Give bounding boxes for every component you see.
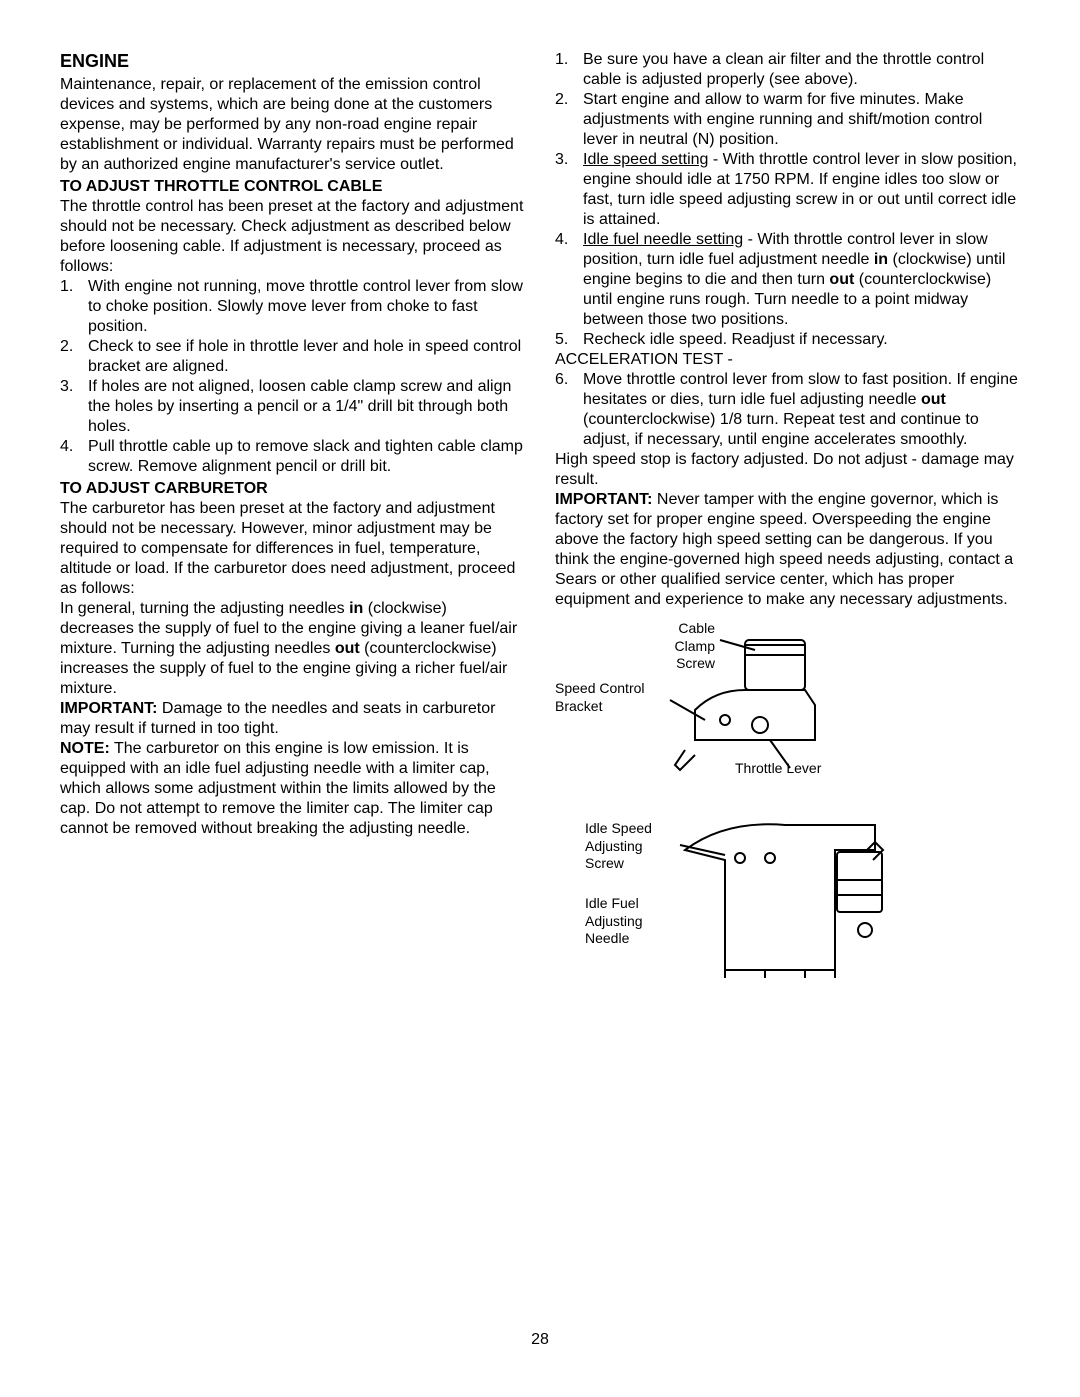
list-item: 4. Idle fuel needle setting - With throt…	[555, 230, 1020, 330]
text-fragment: Never tamper with the engine governor, w…	[555, 491, 1013, 608]
list-item: 5. Recheck idle speed. Readjust if necess…	[555, 330, 1020, 350]
list-item: 3. If holes are not aligned, loosen cable…	[60, 377, 525, 437]
p-highspeed: High speed stop is factory adjusted. Do …	[555, 450, 1020, 490]
list-item: 2. Check to see if hole in throttle lever…	[60, 337, 525, 377]
label-idle-speed-screw: Idle Speed Adjusting Screw	[585, 820, 675, 873]
carb-steps-list: 1. Be sure you have a clean air filter an…	[555, 50, 1020, 350]
bold-in: in	[874, 251, 888, 268]
list-item: 6. Move throttle control lever from slow…	[555, 370, 1020, 450]
underline-text: Idle fuel needle setting	[583, 231, 743, 248]
note-label: NOTE:	[60, 740, 110, 757]
important-label: IMPORTANT:	[555, 491, 652, 508]
bold-out: out	[829, 271, 854, 288]
list-number: 2.	[555, 90, 568, 110]
list-number: 2.	[60, 337, 73, 357]
list-text: Idle fuel needle setting - With throttle…	[583, 231, 1005, 328]
list-item: 4. Pull throttle cable up to remove slack…	[60, 437, 525, 477]
throttle-assembly-icon	[615, 620, 915, 800]
list-number: 1.	[555, 50, 568, 70]
p-throttle-intro: The throttle control has been preset at …	[60, 197, 525, 277]
list-number: 3.	[555, 150, 568, 170]
list-text: Pull throttle cable up to remove slack a…	[88, 438, 523, 475]
list-item: 3. Idle speed setting - With throttle co…	[555, 150, 1020, 230]
list-item: 1. With engine not running, move throttle…	[60, 277, 525, 337]
list-number: 4.	[555, 230, 568, 250]
p-note: NOTE: The carburetor on this engine is l…	[60, 739, 525, 839]
text-fragment: Move throttle control lever from slow to…	[583, 371, 1018, 408]
diagram-carburetor: Idle Speed Adjusting Screw Idle Fuel Adj…	[555, 810, 1020, 980]
important-label: IMPORTANT:	[60, 700, 157, 717]
list-number: 5.	[555, 330, 568, 350]
list-item: 1. Be sure you have a clean air filter an…	[555, 50, 1020, 90]
list-number: 3.	[60, 377, 73, 397]
list-text: Start engine and allow to warm for five …	[583, 91, 982, 148]
heading-engine: ENGINE	[60, 50, 525, 73]
p-engine-intro: Maintenance, repair, or replacement of t…	[60, 75, 525, 175]
heading-throttle: TO ADJUST THROTTLE CONTROL CABLE	[60, 177, 525, 197]
diagram-throttle-assembly: Cable Clamp Screw Speed Control Bracket …	[555, 620, 1020, 800]
accel-test-heading: ACCELERATION TEST -	[555, 350, 1020, 370]
list-text: Recheck idle speed. Readjust if necessar…	[583, 331, 888, 348]
accel-steps-list: 6. Move throttle control lever from slow…	[555, 370, 1020, 450]
list-text: Check to see if hole in throttle lever a…	[88, 338, 521, 375]
list-text: Idle speed setting - With throttle contr…	[583, 151, 1017, 228]
label-idle-fuel-needle: Idle Fuel Adjusting Needle	[585, 895, 675, 948]
bold-in: in	[349, 600, 363, 617]
p-carb-intro: The carburetor has been preset at the fa…	[60, 499, 525, 599]
carburetor-icon	[665, 810, 945, 980]
list-text: Be sure you have a clean air filter and …	[583, 51, 984, 88]
list-number: 4.	[60, 437, 73, 457]
p-important-1: IMPORTANT: Damage to the needles and sea…	[60, 699, 525, 739]
bold-out: out	[335, 640, 360, 657]
throttle-steps-list: 1. With engine not running, move throttle…	[60, 277, 525, 477]
content-columns: ENGINE Maintenance, repair, or replaceme…	[60, 50, 1020, 1310]
list-text: Move throttle control lever from slow to…	[583, 371, 1018, 448]
list-item: 2. Start engine and allow to warm for fiv…	[555, 90, 1020, 150]
list-text: With engine not running, move throttle c…	[88, 278, 523, 335]
underline-text: Idle speed setting	[583, 151, 708, 168]
text-fragment: The carburetor on this engine is low emi…	[60, 740, 496, 837]
page-number: 28	[60, 1330, 1020, 1350]
list-number: 6.	[555, 370, 568, 390]
p-important-2: IMPORTANT: Never tamper with the engine …	[555, 490, 1020, 610]
text-fragment: In general, turning the adjusting needle…	[60, 600, 349, 617]
heading-carb: TO ADJUST CARBURETOR	[60, 479, 525, 499]
list-text: If holes are not aligned, loosen cable c…	[88, 378, 511, 435]
p-carb-general: In general, turning the adjusting needle…	[60, 599, 525, 699]
text-fragment: (counterclockwise) 1/8 turn. Repeat test…	[583, 411, 979, 448]
bold-out: out	[921, 391, 946, 408]
list-number: 1.	[60, 277, 73, 297]
